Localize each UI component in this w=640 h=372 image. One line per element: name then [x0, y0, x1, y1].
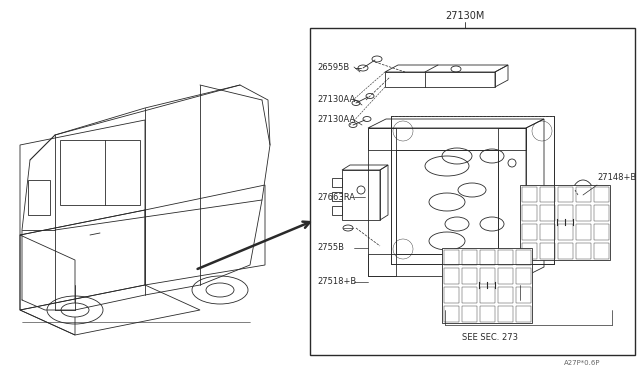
- Bar: [396, 150, 498, 254]
- Bar: [540, 205, 554, 221]
- Bar: [522, 186, 536, 202]
- Bar: [310, 28, 635, 355]
- Text: 27130AA: 27130AA: [317, 94, 355, 103]
- Bar: [522, 205, 536, 221]
- Bar: [540, 224, 554, 240]
- Bar: [332, 206, 342, 215]
- Bar: [444, 268, 458, 284]
- Bar: [28, 180, 50, 215]
- Bar: [557, 224, 573, 240]
- Bar: [540, 186, 554, 202]
- Bar: [497, 268, 513, 284]
- Bar: [479, 306, 495, 321]
- Bar: [557, 243, 573, 259]
- Bar: [60, 140, 140, 205]
- Bar: [498, 128, 526, 276]
- Bar: [515, 250, 531, 265]
- Bar: [461, 268, 477, 284]
- Text: 27148+B: 27148+B: [597, 173, 636, 183]
- Bar: [442, 248, 532, 323]
- Bar: [593, 224, 609, 240]
- Bar: [332, 192, 342, 201]
- Bar: [497, 306, 513, 321]
- Text: 27130AA: 27130AA: [317, 115, 355, 125]
- Bar: [520, 185, 610, 260]
- Bar: [444, 287, 458, 303]
- Bar: [368, 254, 526, 276]
- Bar: [575, 224, 591, 240]
- Text: A27P*0.6P: A27P*0.6P: [563, 360, 600, 366]
- Bar: [575, 186, 591, 202]
- Bar: [332, 178, 342, 187]
- Bar: [444, 306, 458, 321]
- Text: 2755B: 2755B: [317, 244, 344, 253]
- Bar: [593, 186, 609, 202]
- Bar: [515, 268, 531, 284]
- Bar: [515, 306, 531, 321]
- Bar: [522, 243, 536, 259]
- Bar: [557, 205, 573, 221]
- Bar: [593, 243, 609, 259]
- Bar: [497, 287, 513, 303]
- Bar: [522, 224, 536, 240]
- Bar: [575, 243, 591, 259]
- Bar: [540, 243, 554, 259]
- Bar: [479, 250, 495, 265]
- Text: 26595B: 26595B: [317, 62, 349, 71]
- Bar: [497, 250, 513, 265]
- Bar: [479, 268, 495, 284]
- Bar: [368, 128, 526, 150]
- Bar: [557, 186, 573, 202]
- Bar: [368, 128, 396, 276]
- Bar: [593, 205, 609, 221]
- Text: 27663RA: 27663RA: [317, 192, 355, 202]
- Bar: [461, 287, 477, 303]
- Ellipse shape: [61, 303, 89, 317]
- Bar: [515, 287, 531, 303]
- Bar: [479, 287, 495, 303]
- Ellipse shape: [206, 283, 234, 297]
- Bar: [461, 250, 477, 265]
- Text: 27130M: 27130M: [445, 11, 484, 21]
- Bar: [575, 205, 591, 221]
- Text: SEE SEC. 273: SEE SEC. 273: [462, 334, 518, 343]
- Bar: [444, 250, 458, 265]
- Text: 27518+B: 27518+B: [317, 278, 356, 286]
- Ellipse shape: [572, 180, 594, 210]
- Bar: [461, 306, 477, 321]
